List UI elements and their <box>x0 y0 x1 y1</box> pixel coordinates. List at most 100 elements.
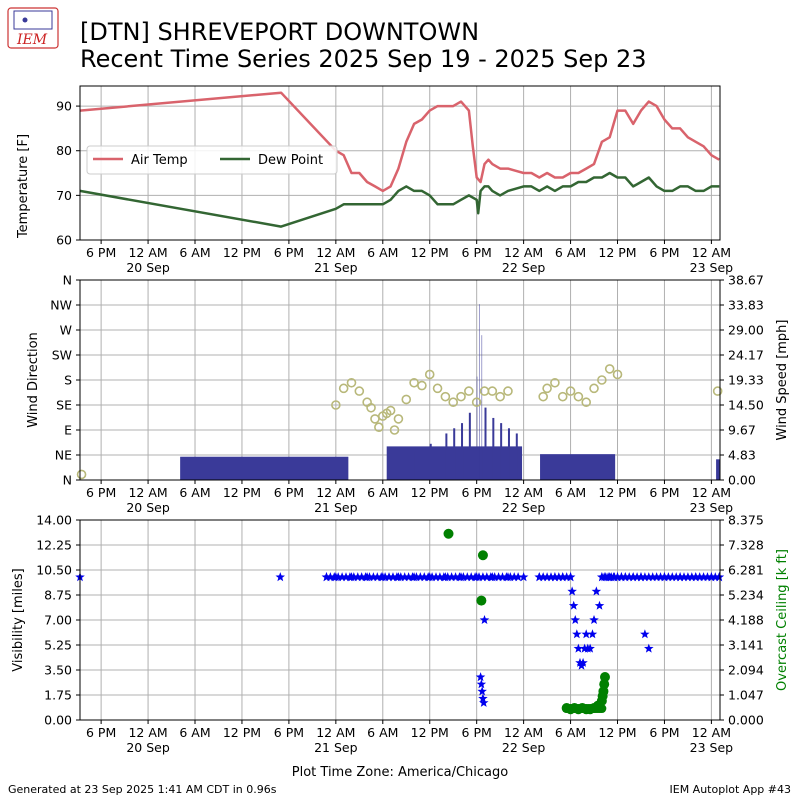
logo-dot <box>22 17 28 23</box>
wind-direction-point <box>597 375 607 385</box>
wind-speed-bar <box>479 304 480 480</box>
visibility-point <box>415 572 426 582</box>
visibility-point <box>503 572 513 582</box>
x-date-label: 21 Sep <box>314 260 358 275</box>
wind-direction-y-label: Wind Direction <box>26 332 41 428</box>
visibility-tick-label: 1.75 <box>44 688 72 703</box>
visibility-point <box>620 572 631 582</box>
wind-speed-bar <box>429 443 432 480</box>
wind-speed-bar <box>481 335 483 480</box>
visibility-point <box>694 572 705 582</box>
x-tick-label: 6 PM <box>462 485 492 500</box>
x-tick-label: 12 AM <box>128 245 167 260</box>
wind-direction-point <box>346 377 357 388</box>
x-date-label: 23 Sep <box>690 260 734 275</box>
visibility-point <box>393 572 404 582</box>
footer-generated: Generated at 23 Sep 2025 1:41 AM CDT in … <box>8 783 277 796</box>
visibility-point <box>570 615 580 624</box>
visibility-point <box>683 572 693 582</box>
direction-tick-label: S <box>64 373 72 388</box>
visibility-point <box>353 572 363 582</box>
x-tick-label: 6 AM <box>367 485 398 500</box>
wind-direction-point <box>338 383 349 394</box>
speed-tick-label: 33.83 <box>728 298 764 313</box>
y-tick-label: 60 <box>56 233 72 248</box>
wind-direction-point <box>495 391 505 402</box>
visibility-point <box>378 572 388 582</box>
visibility-point <box>403 572 414 582</box>
visibility-point <box>714 572 724 582</box>
wind-speed-y-label: Wind Speed [mph] <box>775 320 790 441</box>
wind-direction-point <box>589 383 599 394</box>
wind-speed-bar <box>180 456 349 480</box>
wind-direction-point <box>385 405 396 416</box>
ceiling-tick-label: 6.281 <box>728 563 764 578</box>
visibility-point <box>565 572 576 582</box>
wind-direction-point <box>424 369 435 380</box>
visibility-point <box>594 600 605 610</box>
visibility-point <box>698 572 709 582</box>
x-date-label: 20 Sep <box>126 740 170 755</box>
visibility-point <box>542 572 552 582</box>
visibility-y-label: Visibility [miles] <box>11 568 26 671</box>
visibility-point <box>513 572 523 582</box>
x-axis-label: Plot Time Zone: America/Chicago <box>292 765 508 780</box>
x-tick-label: 6 AM <box>555 725 586 740</box>
x-tick-label: 12 AM <box>504 485 543 500</box>
visibility-point <box>671 572 681 582</box>
ceiling-tick-label: 4.188 <box>728 613 764 628</box>
legend-label-air-temp: Air Temp <box>131 153 188 168</box>
visibility-point <box>591 586 602 596</box>
temperature-grid <box>80 86 720 241</box>
visibility-point <box>356 572 367 582</box>
wind-speed-bar <box>716 459 720 480</box>
visibility-point <box>493 572 504 582</box>
visibility-point <box>456 572 466 582</box>
visibility-point <box>628 572 638 582</box>
visibility-point <box>612 572 623 582</box>
wind-speed-bar <box>507 428 510 480</box>
wind-direction-point <box>432 383 443 394</box>
wind-direction-point <box>331 400 341 410</box>
visibility-point <box>632 572 642 582</box>
ceiling-point <box>443 528 454 539</box>
x-tick-label: 6 PM <box>274 725 304 740</box>
visibility-point <box>476 679 487 689</box>
x-date-label: 23 Sep <box>690 740 734 755</box>
visibility-point <box>471 572 482 582</box>
y-tick-label: 70 <box>56 188 72 203</box>
wind-direction-point <box>370 414 380 424</box>
direction-tick-label: N <box>63 273 72 288</box>
x-tick-label: 6 AM <box>555 485 586 500</box>
wind-direction-point <box>503 386 513 396</box>
wind-direction-point <box>471 397 482 408</box>
speed-tick-label: 24.17 <box>728 348 764 363</box>
visibility-point <box>599 572 609 582</box>
wind-speed-bar <box>461 423 464 480</box>
ceiling-tick-label: 3.141 <box>728 638 764 653</box>
x-tick-label: 12 AM <box>316 245 355 260</box>
x-date-label: 23 Sep <box>690 500 734 515</box>
visibility-point <box>679 572 689 582</box>
visibility-point <box>346 572 357 582</box>
visibility-point <box>446 572 457 582</box>
wind-direction-point <box>565 386 576 396</box>
visibility-point <box>331 572 341 582</box>
visibility-point <box>477 686 487 696</box>
x-tick-label: 12 AM <box>316 485 355 500</box>
visibility-point <box>558 572 568 582</box>
direction-tick-label: N <box>63 473 72 488</box>
wind-direction-point <box>76 469 87 480</box>
visibility-point <box>325 572 336 582</box>
legend-label-dew-point: Dew Point <box>258 153 323 168</box>
visibility-point <box>706 572 717 582</box>
visibility-point <box>550 572 560 582</box>
wind-speed-bar <box>540 454 616 480</box>
x-tick-label: 6 PM <box>462 245 492 260</box>
wind-speed-bar <box>445 433 448 480</box>
x-tick-label: 6 AM <box>179 485 210 500</box>
x-date-label: 22 Sep <box>502 500 546 515</box>
x-tick-label: 12 AM <box>316 725 355 740</box>
ceiling-tick-label: 8.375 <box>728 513 764 528</box>
visibility-point <box>440 572 451 582</box>
